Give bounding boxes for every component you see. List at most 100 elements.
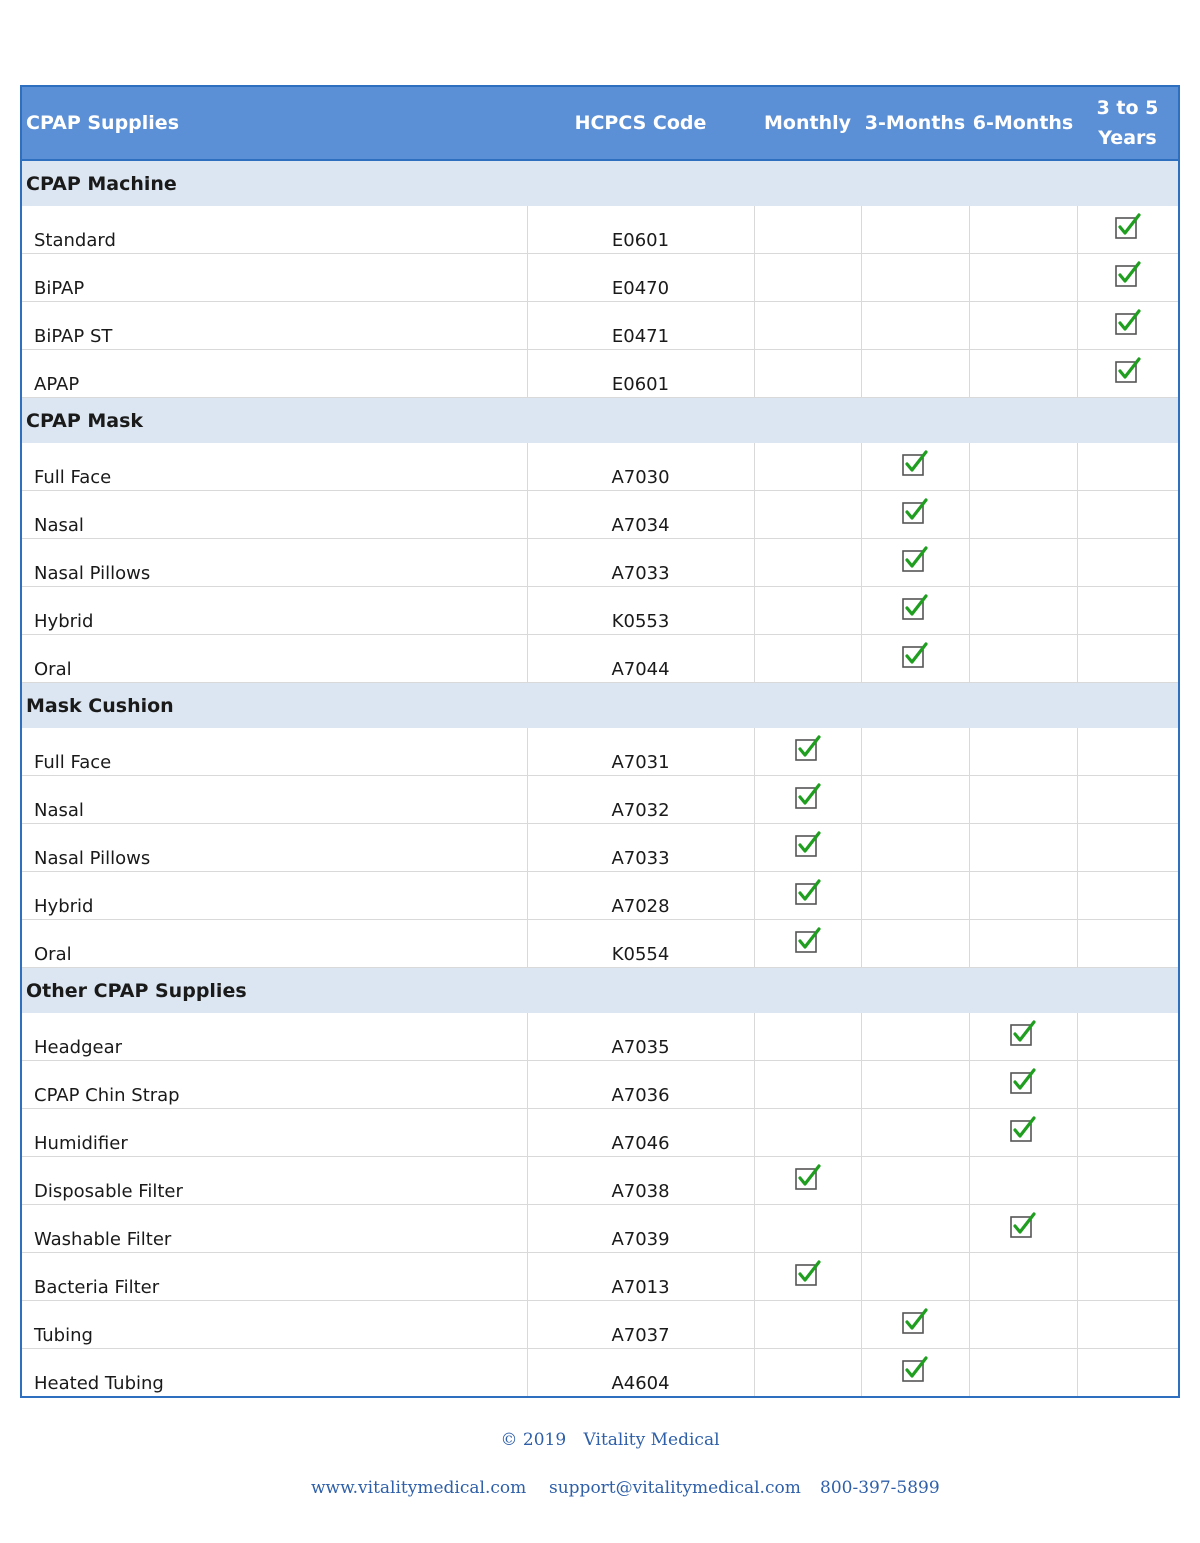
checkmark-icon [1114, 309, 1141, 335]
supply-name: Hybrid [22, 871, 527, 920]
hcpcs-code: A7035 [526, 1013, 754, 1061]
frequency-cell-monthly [753, 253, 861, 302]
hcpcs-code: K0554 [526, 919, 754, 968]
table-row: Bacteria Filter A7013 [22, 1252, 1178, 1301]
frequency-cell-three-months [860, 775, 969, 824]
frequency-cell-six-months [968, 349, 1077, 398]
checkmark-icon [794, 735, 821, 761]
frequency-cell-three-months [860, 1348, 969, 1396]
frequency-cell-six-months [968, 538, 1077, 587]
frequency-cell-three-months [860, 490, 969, 539]
frequency-cell-three-months [860, 349, 969, 398]
hcpcs-code: A7030 [526, 443, 754, 491]
frequency-cell-three-months [860, 586, 969, 635]
frequency-cell-monthly [753, 490, 861, 539]
frequency-cell-monthly [753, 1156, 861, 1205]
phone-number: 800-397-5899 [820, 1478, 940, 1498]
supply-name: Nasal [22, 490, 527, 539]
hcpcs-code: A7044 [526, 634, 754, 683]
checkmark-icon [902, 594, 928, 620]
frequency-cell-monthly [753, 775, 861, 824]
frequency-cell-years [1076, 634, 1178, 683]
frequency-cell-six-months [968, 1300, 1077, 1349]
hcpcs-code: A7039 [526, 1204, 754, 1253]
header-monthly: Monthly [754, 87, 861, 161]
website-link[interactable]: www.vitalitymedical.com [311, 1478, 527, 1498]
checkmark-icon [902, 1356, 928, 1382]
table-body: CPAP Machine Standard E0601 BiPAP E0470 BiPAP… [22, 160, 1178, 1396]
table-row: BiPAP ST E0471 [22, 301, 1178, 350]
hcpcs-code: E0601 [526, 349, 754, 398]
supply-name: Headgear [22, 1013, 527, 1061]
frequency-cell-monthly [753, 1204, 861, 1253]
header-6-months: 6-Months [969, 87, 1077, 161]
table-row: CPAP Chin Strap A7036 [22, 1060, 1178, 1109]
header-3-to-5-years: 3 to 5 Years [1077, 87, 1178, 161]
frequency-cell-years [1076, 443, 1178, 491]
checkmark-icon [794, 1164, 821, 1190]
table-row: Standard E0601 [22, 206, 1178, 254]
checkmark-icon [902, 546, 928, 572]
frequency-cell-six-months [968, 1252, 1077, 1301]
frequency-cell-monthly [753, 586, 861, 635]
supply-name: Humidifier [22, 1108, 527, 1157]
frequency-cell-three-months [860, 1013, 969, 1061]
frequency-cell-years [1076, 919, 1178, 968]
copyright-text: © 2019 [500, 1430, 567, 1450]
checkmark-icon [1010, 1020, 1036, 1046]
frequency-cell-years [1076, 490, 1178, 539]
hcpcs-code: A4604 [526, 1348, 754, 1396]
frequency-cell-years [1076, 1348, 1178, 1396]
supply-name: Oral [22, 634, 527, 683]
frequency-cell-monthly [753, 301, 861, 350]
section-title: Mask Cushion [22, 682, 1178, 728]
checkmark-icon [1010, 1212, 1036, 1238]
checkmark-icon [1010, 1068, 1036, 1094]
footer: © 2019 Vitality Medical www.vitalitymedi… [0, 1430, 1200, 1498]
frequency-cell-monthly [753, 538, 861, 587]
table-row: Heated Tubing A4604 [22, 1348, 1178, 1396]
frequency-cell-monthly [753, 1348, 861, 1396]
frequency-cell-monthly [753, 1060, 861, 1109]
table-row: Headgear A7035 [22, 1013, 1178, 1061]
frequency-cell-six-months [968, 1204, 1077, 1253]
section-title: CPAP Mask [22, 397, 1178, 443]
frequency-cell-years [1076, 1108, 1178, 1157]
frequency-cell-six-months [968, 634, 1077, 683]
frequency-cell-monthly [753, 1300, 861, 1349]
frequency-cell-monthly [753, 823, 861, 872]
checkmark-icon [902, 498, 928, 524]
header-hcpcs-code: HCPCS Code [527, 87, 754, 161]
table-row: Nasal Pillows A7033 [22, 538, 1178, 587]
hcpcs-code: E0601 [526, 206, 754, 254]
frequency-cell-three-months [860, 823, 969, 872]
frequency-cell-monthly [753, 1252, 861, 1301]
frequency-cell-monthly [753, 1108, 861, 1157]
frequency-cell-six-months [968, 490, 1077, 539]
support-email-link[interactable]: support@vitalitymedical.com [549, 1478, 801, 1498]
hcpcs-code: E0471 [526, 301, 754, 350]
supply-name: Full Face [22, 443, 527, 491]
frequency-cell-six-months [968, 775, 1077, 824]
supply-name: Tubing [22, 1300, 527, 1349]
frequency-cell-six-months [968, 871, 1077, 920]
checkmark-icon [794, 783, 821, 809]
checkmark-icon [794, 879, 821, 905]
frequency-cell-three-months [860, 919, 969, 968]
section-title: Other CPAP Supplies [22, 967, 1178, 1013]
supply-name: CPAP Chin Strap [22, 1060, 527, 1109]
supply-name: Nasal Pillows [22, 823, 527, 872]
frequency-cell-six-months [968, 919, 1077, 968]
checkmark-icon [902, 642, 928, 668]
checkmark-icon [1114, 261, 1141, 287]
supply-name: Hybrid [22, 586, 527, 635]
table-row: Washable Filter A7039 [22, 1204, 1178, 1253]
frequency-cell-monthly [753, 728, 861, 776]
frequency-cell-years [1076, 871, 1178, 920]
header-supplies: CPAP Supplies [22, 87, 527, 161]
frequency-cell-years [1076, 1300, 1178, 1349]
supply-name: Nasal [22, 775, 527, 824]
frequency-cell-six-months [968, 1060, 1077, 1109]
table-row: Humidifier A7046 [22, 1108, 1178, 1157]
checkmark-icon [902, 450, 928, 476]
